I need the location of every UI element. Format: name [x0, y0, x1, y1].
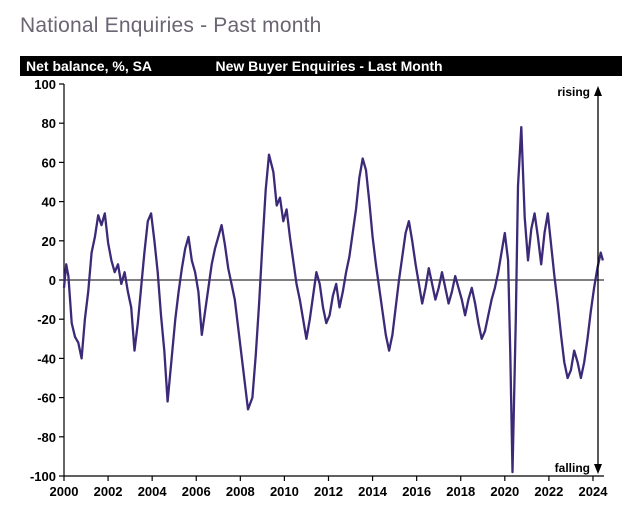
- svg-text:100: 100: [34, 77, 56, 92]
- falling-label: falling: [555, 461, 590, 475]
- rising-label: rising: [557, 85, 590, 99]
- svg-text:-80: -80: [37, 430, 56, 445]
- svg-text:2002: 2002: [94, 484, 123, 499]
- svg-text:2018: 2018: [446, 484, 475, 499]
- svg-text:2020: 2020: [490, 484, 519, 499]
- svg-text:-40: -40: [37, 351, 56, 366]
- chart-container: Net balance, %, SA New Buyer Enquiries -…: [20, 56, 614, 506]
- chart-svg: -100 -80 -60 -40 -20 0 20 40 60 80 100 2000 2002 2004…: [20, 76, 610, 506]
- series-line: [64, 127, 603, 472]
- svg-text:20: 20: [42, 234, 56, 249]
- svg-text:2024: 2024: [579, 484, 609, 499]
- chart-title: New Buyer Enquiries - Last Month: [152, 58, 506, 74]
- chart-title-bar: Net balance, %, SA New Buyer Enquiries -…: [20, 56, 622, 76]
- y-axis-label: Net balance, %, SA: [26, 58, 152, 74]
- svg-text:2014: 2014: [358, 484, 388, 499]
- svg-text:2006: 2006: [182, 484, 211, 499]
- svg-text:2016: 2016: [402, 484, 431, 499]
- svg-text:2010: 2010: [270, 484, 299, 499]
- svg-text:80: 80: [42, 116, 56, 131]
- svg-text:40: 40: [42, 195, 56, 210]
- svg-text:2000: 2000: [50, 484, 79, 499]
- page-title: National Enquiries - Past month: [20, 14, 614, 38]
- svg-text:-20: -20: [37, 312, 56, 327]
- svg-text:2012: 2012: [314, 484, 343, 499]
- svg-text:60: 60: [42, 155, 56, 170]
- svg-text:2008: 2008: [226, 484, 255, 499]
- svg-text:0: 0: [49, 273, 56, 288]
- svg-text:2004: 2004: [138, 484, 168, 499]
- svg-text:-60: -60: [37, 391, 56, 406]
- svg-text:2022: 2022: [534, 484, 563, 499]
- svg-text:-100: -100: [30, 469, 56, 484]
